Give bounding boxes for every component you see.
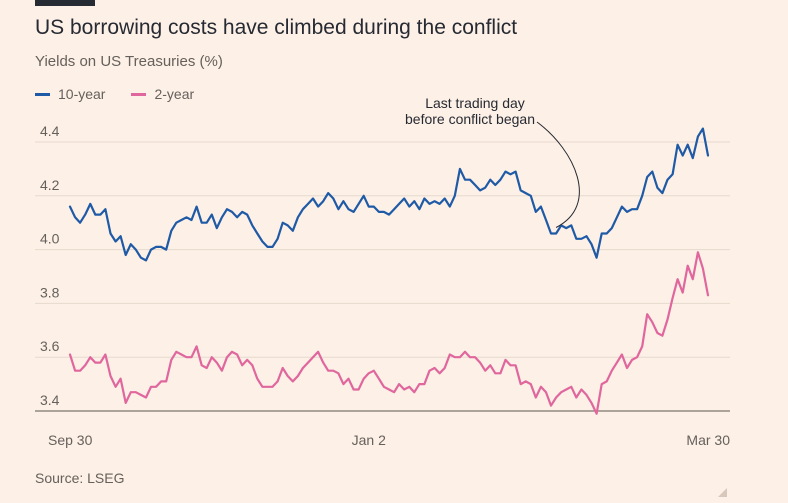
chart-subtitle: Yields on US Treasuries (%) bbox=[35, 53, 223, 70]
chart-title: US borrowing costs have climbed during t… bbox=[35, 16, 518, 39]
legend-item-10-year: 10-year bbox=[35, 86, 105, 102]
annotation-label-line-1: Last trading day bbox=[425, 95, 525, 111]
y-tick-label: 4.2 bbox=[40, 177, 60, 193]
x-tick-label: Jan 2 bbox=[352, 432, 386, 448]
y-tick-label: 3.8 bbox=[40, 284, 60, 300]
grid-layer bbox=[35, 141, 730, 412]
legend-item-2-year: 2-year bbox=[131, 86, 194, 102]
y-tick-label: 4.4 bbox=[40, 123, 60, 139]
legend-label-10-year: 10-year bbox=[58, 86, 106, 102]
series-line-10-year bbox=[68, 127, 710, 262]
legend: 10-year 2-year bbox=[35, 86, 220, 102]
y-tick-label: 4.0 bbox=[40, 231, 60, 247]
series-line-2-year bbox=[68, 251, 710, 415]
series-layer bbox=[68, 127, 710, 415]
annotation-label-line-2: before conflict began bbox=[405, 111, 535, 127]
legend-swatch-2-year bbox=[131, 92, 147, 96]
annotation-leader-line bbox=[536, 121, 580, 228]
corner-mark bbox=[718, 488, 727, 497]
axis-layer: 3.4 3.6 3.8 4.0 4.2 4.4 Sep 30 Jan 2 Mar 30 bbox=[40, 123, 730, 448]
source-note: Source: LSEG bbox=[35, 470, 125, 486]
x-tick-label: Mar 30 bbox=[686, 432, 730, 448]
title-rule bbox=[35, 0, 95, 6]
x-tick-label: Sep 30 bbox=[48, 432, 93, 448]
legend-label-2-year: 2-year bbox=[154, 86, 195, 102]
legend-swatch-10-year bbox=[35, 92, 50, 96]
y-tick-label: 3.4 bbox=[40, 392, 60, 408]
y-tick-label: 3.6 bbox=[40, 338, 60, 354]
